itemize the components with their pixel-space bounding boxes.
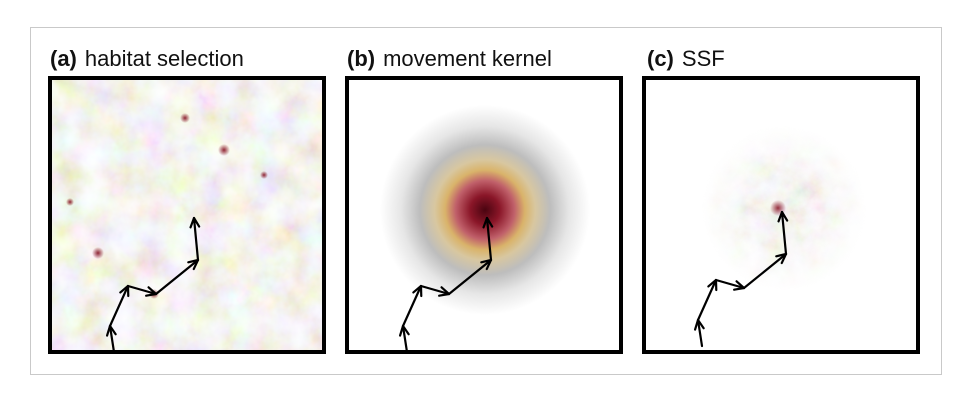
panel-c-label: SSF [681,46,725,71]
path-step [192,216,200,262]
ssf-map [646,80,916,350]
panel-movement-kernel [345,76,623,354]
path-step [126,284,158,296]
habitat-hotspots [66,113,268,299]
path-step [154,258,200,296]
path-step [419,284,451,296]
panel-b-title: (b) movement kernel [347,46,552,72]
arrowhead-icon [482,216,494,229]
path-step [696,278,718,322]
panel-a-title: (a) habitat selection [50,46,244,72]
kernel-map [349,80,619,350]
panel-habitat-selection [48,76,326,354]
panel-c-title: (c) SSF [647,46,725,72]
path-step [714,278,746,290]
path-step [485,216,493,262]
path-step [401,324,408,350]
panel-a-label: habitat selection [84,46,244,71]
arrowhead-icon [189,216,201,229]
path-step [401,284,423,328]
path-step [447,258,493,296]
kernel-density [380,105,590,315]
movement-path-a [105,216,201,350]
movement-path-b [398,216,494,350]
panel-a-tag: (a) [50,46,77,71]
panel-ssf [642,76,920,354]
path-step [108,324,115,350]
habitat-map [52,80,322,350]
path-step [780,210,788,256]
arrowhead-icon [777,210,789,223]
panel-b-tag: (b) [347,46,376,71]
path-step [742,252,788,290]
panel-b-label: movement kernel [383,46,552,71]
path-step [696,318,704,348]
habitat-texture [52,80,322,350]
path-step [108,284,130,328]
movement-path-c [693,210,789,348]
panel-c-tag: (c) [647,46,674,71]
